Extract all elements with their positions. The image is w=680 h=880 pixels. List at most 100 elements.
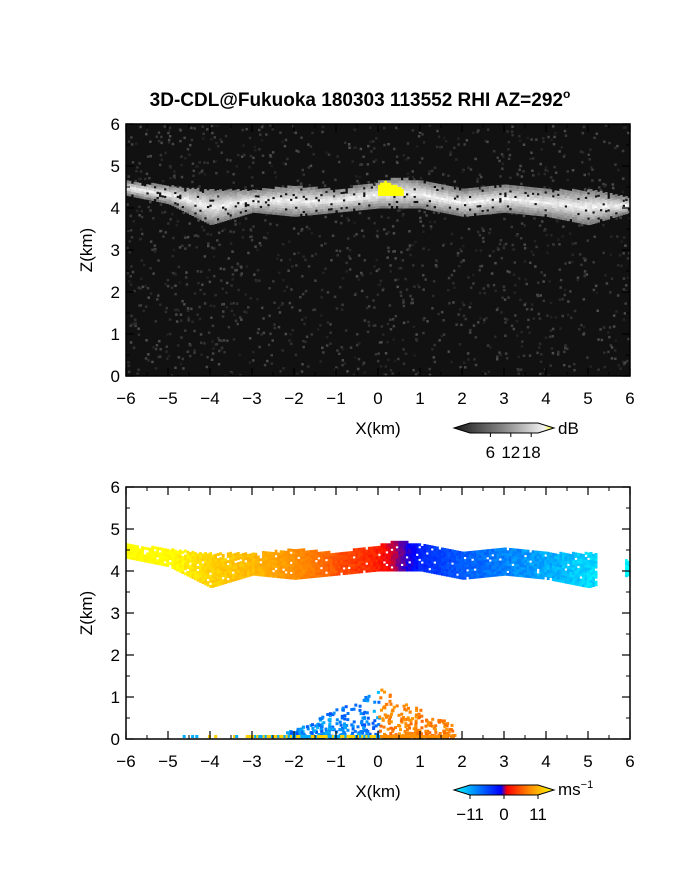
noise-speckle [353, 128, 356, 131]
reflectivity-cell [322, 206, 326, 209]
noise-speckle [184, 236, 187, 239]
noise-speckle [357, 182, 360, 185]
reflectivity-cell [219, 206, 222, 210]
reflectivity-cell [131, 186, 134, 190]
velocity-cell [194, 577, 197, 581]
velocity-cell [322, 569, 326, 572]
reflectivity-cell [282, 207, 285, 211]
velocity-cell [247, 554, 250, 557]
reflectivity-cell [360, 207, 364, 211]
velocity-cell [274, 569, 278, 573]
noise-speckle [308, 184, 311, 187]
noise-speckle [602, 182, 605, 186]
velocity-cell [302, 555, 306, 559]
reflectivity-cell [481, 204, 485, 208]
velocity-cell [241, 565, 245, 569]
noise-speckle [166, 284, 170, 288]
velocity-cell [302, 566, 306, 569]
reflectivity-cell [609, 203, 613, 207]
noise-speckle [449, 151, 452, 154]
reflectivity-cell [441, 204, 444, 208]
reflectivity-cell [234, 189, 238, 193]
velocity-cell [357, 565, 361, 569]
velocity-cell [304, 565, 308, 569]
noise-speckle [182, 211, 185, 215]
reflectivity-cell [151, 197, 154, 201]
reflectivity-cell [400, 185, 404, 189]
reflectivity-cell [451, 201, 454, 205]
velocity-cell [224, 581, 228, 584]
velocity-cell [199, 559, 202, 563]
velocity-cell [360, 565, 364, 569]
noise-speckle [179, 139, 182, 143]
reflectivity-cell [541, 193, 545, 197]
noise-speckle [304, 258, 307, 262]
reflectivity-cell [519, 186, 522, 189]
reflectivity-cell [428, 204, 432, 208]
reflectivity-cell [204, 209, 207, 213]
velocity-cell [184, 549, 187, 553]
velocity-cell [297, 563, 301, 567]
reflectivity-cell [231, 200, 235, 204]
reflectivity-cell [362, 207, 366, 210]
reflectivity-cell [584, 193, 588, 197]
velocity-cell [178, 564, 182, 568]
noise-speckle [269, 222, 272, 226]
velocity-cell [430, 563, 434, 567]
reflectivity-cell [478, 202, 482, 206]
reflectivity-cell [219, 191, 222, 195]
noise-speckle [229, 242, 233, 245]
noise-speckle [249, 228, 252, 231]
velocity-cell [448, 574, 452, 578]
velocity-cell [410, 558, 414, 562]
reflectivity-cell [219, 219, 222, 223]
reflectivity-cell [496, 195, 500, 199]
velocity-cell [153, 558, 157, 562]
noise-speckle [147, 296, 150, 299]
velocity-cell [357, 550, 361, 554]
velocity-cell [438, 562, 442, 566]
velocity-cell [461, 559, 464, 563]
noise-speckle [152, 272, 155, 275]
reflectivity-cell [551, 210, 555, 213]
reflectivity-cell [458, 195, 462, 199]
reflectivity-cell [199, 201, 202, 205]
velocity-cell [352, 548, 356, 552]
reflectivity-cell [234, 202, 238, 206]
reflectivity-cell [350, 200, 354, 204]
reflectivity-cell [604, 214, 608, 218]
reflectivity-cell [221, 208, 225, 212]
velocity-cell [388, 553, 391, 557]
velocity-cell [443, 570, 447, 574]
noise-speckle [353, 221, 356, 224]
velocity-cell [473, 558, 477, 562]
reflectivity-cell [393, 205, 396, 209]
reflectivity-cell [466, 203, 469, 207]
velocity-cell [340, 562, 343, 566]
reflectivity-cell [577, 192, 580, 196]
reflectivity-cell [549, 189, 553, 193]
reflectivity-cell [524, 199, 527, 203]
noise-speckle [278, 271, 281, 275]
reflectivity-cell [430, 182, 434, 186]
reflectivity-cell [360, 184, 364, 188]
velocity-cell [451, 559, 454, 563]
velocity-cell [236, 552, 240, 555]
velocity-cell [433, 546, 437, 549]
reflectivity-cell [146, 194, 149, 198]
noise-speckle [543, 172, 546, 176]
velocity-cell [486, 551, 490, 555]
noise-speckle [160, 141, 163, 145]
reflectivity-cell [199, 204, 202, 208]
noise-speckle [139, 125, 142, 129]
velocity-cell [186, 560, 190, 564]
reflectivity-cell [272, 189, 275, 192]
reflectivity-cell [604, 202, 608, 206]
reflectivity-cell [327, 197, 331, 201]
reflectivity-cell [451, 194, 454, 198]
velocity-cell [161, 560, 165, 564]
reflectivity-cell [274, 189, 278, 193]
reflectivity-cell [320, 188, 323, 192]
noise-speckle [359, 147, 363, 151]
velocity-cell [438, 557, 442, 561]
